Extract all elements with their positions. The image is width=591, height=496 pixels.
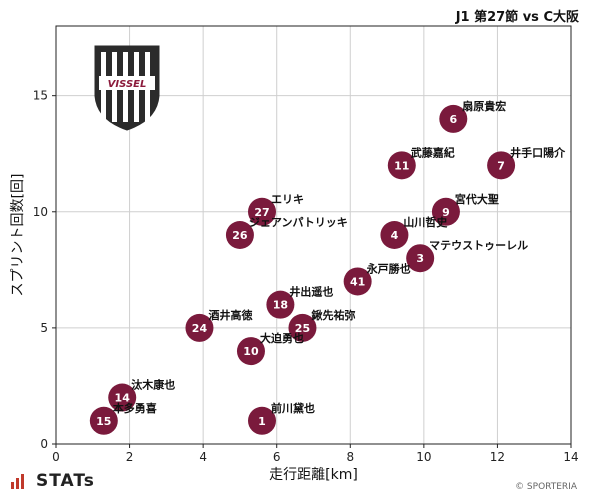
- stats-logo: STATs: [10, 471, 95, 491]
- player-name-label: 大迫勇也: [260, 331, 304, 345]
- player-marker: [380, 221, 409, 249]
- player-marker: [236, 337, 265, 366]
- player-point: 9 宮代大聖: [431, 192, 499, 226]
- player-marker: [185, 313, 214, 342]
- player-number: 25: [295, 322, 310, 335]
- player-point: 3 マテウストゥーレル: [406, 239, 528, 273]
- stats-brand: STATs: [36, 471, 95, 491]
- player-name-label: 鍬先祐弥: [311, 308, 355, 322]
- y-tick-label: 10: [33, 205, 48, 219]
- vissel-crest-logo: VISSEL: [94, 45, 160, 131]
- stats-bars-icon: [11, 474, 24, 489]
- player-name-label: 本多勇喜: [113, 401, 157, 415]
- player-number: 4: [391, 229, 399, 242]
- crest-band: [99, 76, 155, 90]
- player-number: 11: [394, 159, 409, 172]
- player-marker: [89, 406, 118, 435]
- player-marker: [288, 313, 317, 342]
- plot-frame: [55, 25, 572, 445]
- player-marker: [387, 151, 416, 180]
- player-number: 26: [232, 229, 248, 242]
- player-name-label: 扇原貴宏: [462, 99, 506, 113]
- player-number: 18: [273, 299, 288, 312]
- x-tick-label: 4: [199, 450, 207, 464]
- x-tick-label: 14: [563, 450, 578, 464]
- player-number: 27: [254, 206, 269, 219]
- player-number: 1: [258, 415, 266, 428]
- player-point: 7 井手口陽介: [487, 145, 566, 180]
- x-tick-label: 8: [346, 450, 354, 464]
- player-name-label: 汰木康也: [131, 378, 175, 392]
- x-tick-label: 0: [52, 450, 60, 464]
- x-tick-label: 2: [126, 450, 134, 464]
- y-axis-label: スプリント回数[回]: [10, 174, 26, 297]
- y-tick-label: 5: [40, 321, 48, 335]
- player-marker: [266, 290, 295, 319]
- player-name-label: マテウストゥーレル: [429, 239, 528, 252]
- player-marker: [487, 151, 516, 180]
- player-number: 10: [243, 345, 259, 358]
- x-tick-label: 6: [273, 450, 281, 464]
- player-name-label: 井出遥也: [289, 285, 333, 299]
- player-number: 15: [96, 415, 111, 428]
- player-name-label: 武藤嘉紀: [411, 145, 455, 159]
- player-marker: [248, 406, 276, 435]
- player-number: 6: [449, 113, 457, 126]
- x-tick-label: 12: [490, 450, 505, 464]
- copyright: © SPORTERIA: [515, 482, 577, 492]
- player-name-label: 山川哲史: [403, 215, 448, 229]
- player-marker: [343, 267, 372, 296]
- player-point: 1 前川黛也: [248, 401, 315, 435]
- player-name-label: 前川黛也: [271, 401, 315, 415]
- y-tick-label: 0: [40, 437, 48, 451]
- player-name-label: ジェアンパトリッキ: [249, 216, 348, 229]
- player-name-label: 酒井高徳: [208, 308, 252, 322]
- x-tick-label: 10: [416, 450, 431, 464]
- player-point: 6 扇原貴宏: [439, 99, 506, 133]
- player-name-label: 永戸勝也: [366, 261, 411, 275]
- player-point: 4 山川哲史: [380, 215, 448, 249]
- player-marker: [248, 197, 276, 226]
- player-number: 14: [115, 392, 131, 405]
- player-number: 24: [192, 322, 208, 335]
- player-marker: [108, 383, 137, 412]
- player-name-label: 井手口陽介: [510, 145, 566, 159]
- player-marker: [225, 221, 254, 249]
- player-name-label: 宮代大聖: [455, 192, 499, 206]
- y-tick-label: 15: [33, 89, 48, 103]
- player-marker: [431, 197, 460, 226]
- player-marker: [439, 104, 468, 133]
- player-number: 7: [497, 159, 505, 172]
- player-marker: [406, 244, 435, 273]
- player-name-label: エリキ: [271, 193, 304, 206]
- player-number: 3: [416, 252, 424, 265]
- page-title: J1 第27節 vs C大阪: [455, 10, 579, 25]
- player-number: 9: [442, 206, 450, 219]
- crest-text: VISSEL: [108, 79, 147, 90]
- x-axis-label: 走行距離[km]: [269, 466, 358, 483]
- player-number: 41: [350, 275, 365, 288]
